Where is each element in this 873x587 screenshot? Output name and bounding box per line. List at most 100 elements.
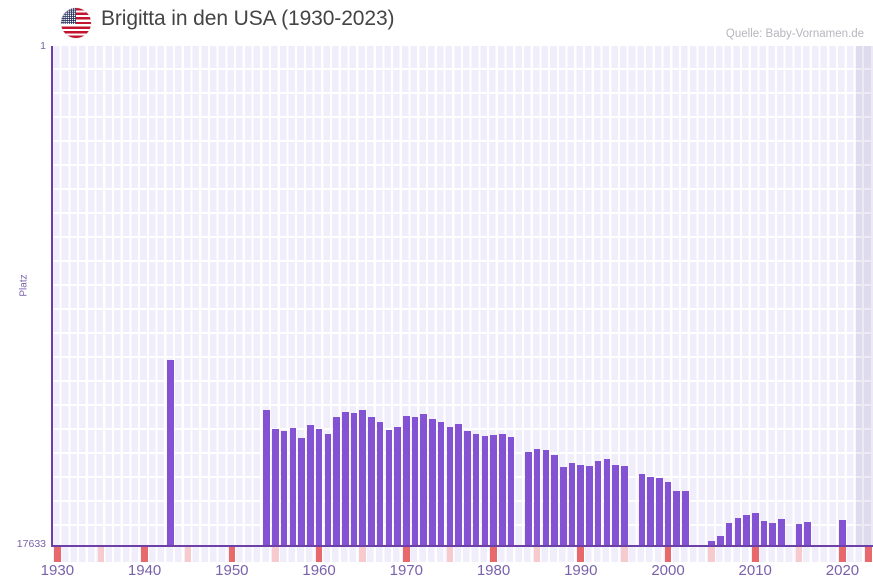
x-tick-mark-1970 bbox=[403, 547, 410, 562]
bar-1987 bbox=[551, 455, 558, 546]
x-axis-label-1940: 1940 bbox=[127, 562, 162, 579]
x-tick-mark-1985 bbox=[533, 547, 541, 562]
x-axis-label-1980: 1980 bbox=[476, 562, 511, 579]
bar-1961 bbox=[324, 434, 332, 546]
bar-2009 bbox=[743, 515, 750, 546]
bar-2005 bbox=[708, 541, 715, 546]
bar-1980 bbox=[490, 435, 497, 546]
x-axis-label-1990: 1990 bbox=[564, 562, 598, 579]
bar-1971 bbox=[411, 417, 419, 546]
page-title: Brigitta in den USA (1930-2023) bbox=[101, 7, 395, 30]
bar-1978 bbox=[472, 434, 480, 546]
bar-1970 bbox=[403, 416, 410, 546]
x-tick-mark-2020 bbox=[839, 547, 846, 562]
x-tick-mark-1965 bbox=[359, 547, 366, 562]
bar-1962 bbox=[333, 417, 340, 546]
bar-1981 bbox=[498, 434, 506, 546]
bar-2007 bbox=[725, 523, 733, 546]
bar-1984 bbox=[525, 452, 532, 546]
bar-1977 bbox=[464, 431, 471, 546]
x-axis-label-2000: 2000 bbox=[651, 562, 685, 579]
x-axis-label-2020: 2020 bbox=[825, 562, 860, 579]
bar-1988 bbox=[560, 467, 567, 546]
bar-1960 bbox=[315, 429, 323, 546]
bars-layer bbox=[53, 46, 873, 546]
bar-1956 bbox=[280, 431, 288, 546]
bar-1963 bbox=[341, 412, 349, 546]
x-tick-mark-1955 bbox=[272, 547, 279, 562]
bar-1967 bbox=[376, 422, 384, 546]
bar-2012 bbox=[769, 523, 776, 546]
bar-1957 bbox=[289, 428, 297, 546]
bar-1966 bbox=[368, 417, 375, 546]
x-axis-label-1970: 1970 bbox=[389, 562, 423, 579]
bar-1998 bbox=[647, 477, 654, 546]
x-tick-mark-1990 bbox=[577, 547, 585, 562]
bar-2000 bbox=[664, 482, 672, 546]
bar-1986 bbox=[542, 450, 550, 546]
bar-1985 bbox=[533, 449, 541, 546]
bar-1965 bbox=[359, 410, 366, 546]
y-axis-tick-bottom: 17633 bbox=[16, 538, 46, 550]
bar-1969 bbox=[394, 427, 401, 546]
x-tick-mark-2015 bbox=[795, 547, 803, 562]
horizontal-gridlines bbox=[53, 46, 873, 546]
bar-1975 bbox=[446, 427, 454, 546]
x-tick-mark-1995 bbox=[621, 547, 628, 562]
x-tick-mark-2010 bbox=[751, 547, 759, 562]
bar-2013 bbox=[778, 519, 785, 546]
y-axis-title: Platz bbox=[18, 274, 30, 297]
bar-1995 bbox=[621, 466, 628, 546]
bar-1990 bbox=[577, 465, 585, 546]
bar-1997 bbox=[638, 474, 646, 546]
x-tick-mark-1950 bbox=[228, 547, 236, 562]
tick-band-gridlines bbox=[53, 547, 873, 562]
bar-1954 bbox=[263, 410, 270, 546]
x-tick-mark-1975 bbox=[446, 547, 454, 562]
x-tick-mark-1980 bbox=[490, 547, 497, 562]
bar-2001 bbox=[673, 491, 680, 546]
bar-1968 bbox=[385, 430, 393, 546]
x-axis-label-1950: 1950 bbox=[215, 562, 249, 579]
bar-1979 bbox=[481, 436, 489, 546]
bar-2015 bbox=[795, 524, 803, 546]
bar-1993 bbox=[603, 459, 611, 546]
bar-2006 bbox=[717, 536, 724, 546]
source-attribution: Quelle: Baby-Vornamen.de bbox=[725, 28, 864, 40]
x-tick-mark-2005 bbox=[708, 547, 715, 562]
x-tick-mark-1930 bbox=[54, 547, 61, 562]
chart-header: Brigitta in den USA (1930-2023) Quelle: … bbox=[0, 0, 873, 46]
bar-1991 bbox=[586, 466, 593, 546]
bar-2010 bbox=[751, 513, 759, 546]
bar-1973 bbox=[429, 419, 436, 546]
y-axis-tick-top: 1 bbox=[40, 40, 46, 52]
bar-1974 bbox=[437, 422, 445, 546]
bar-1994 bbox=[612, 465, 619, 546]
bar-1964 bbox=[350, 413, 358, 546]
bar-2016 bbox=[804, 522, 811, 546]
x-axis-line bbox=[51, 545, 873, 547]
x-tick-mark-2000 bbox=[664, 547, 672, 562]
x-tick-mark-1940 bbox=[141, 547, 148, 562]
x-tick-mark-2023 bbox=[865, 547, 872, 562]
bar-1959 bbox=[307, 425, 314, 546]
bar-1943 bbox=[167, 360, 175, 546]
x-axis-label-1930: 1930 bbox=[40, 562, 75, 579]
bar-2002 bbox=[682, 491, 689, 546]
us-flag-icon bbox=[61, 8, 91, 38]
x-axis-label-2010: 2010 bbox=[738, 562, 772, 579]
x-tick-mark-1960 bbox=[315, 547, 323, 562]
x-axis-label-1960: 1960 bbox=[302, 562, 336, 579]
chart-plot-area bbox=[53, 46, 873, 546]
x-tick-mark-1945 bbox=[184, 547, 192, 562]
bar-1982 bbox=[507, 437, 515, 546]
bar-1999 bbox=[656, 478, 663, 546]
bar-1992 bbox=[594, 461, 602, 546]
bar-2020 bbox=[839, 520, 846, 546]
bar-2011 bbox=[760, 521, 768, 546]
y-axis-line bbox=[51, 46, 53, 546]
x-axis-tick-band bbox=[53, 547, 873, 562]
bar-1955 bbox=[272, 429, 279, 546]
bar-2008 bbox=[734, 518, 742, 546]
x-tick-mark-1935 bbox=[97, 547, 105, 562]
